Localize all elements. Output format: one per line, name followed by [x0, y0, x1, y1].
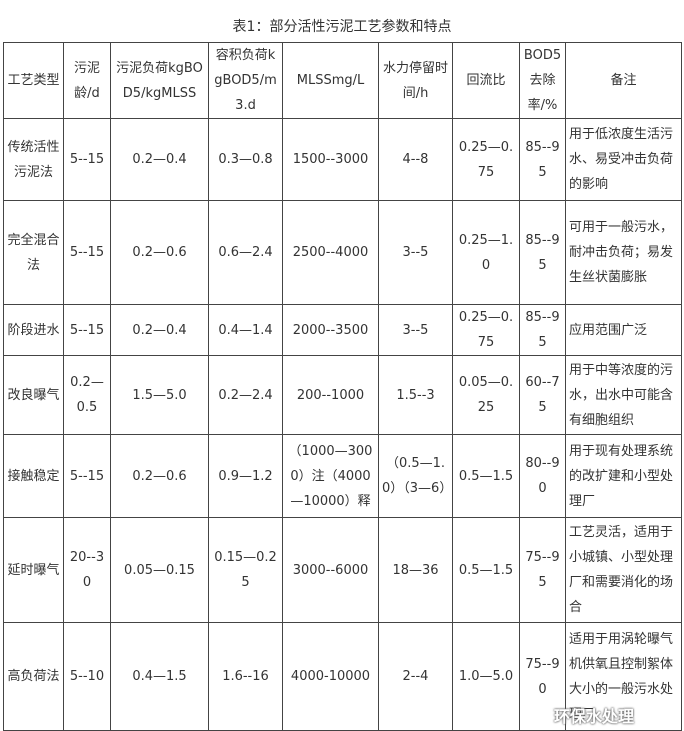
cell: 5--15	[63, 434, 111, 518]
cell: 高负荷法	[3, 622, 64, 731]
cell: 0.2—0.5	[63, 355, 111, 435]
cell: 适用于用涡轮曝气机供氧且控制絮体大小的一般污水处理厂	[565, 622, 682, 731]
cell: 可用于一般污水，耐冲击负荷；易发生丝状菌膨胀	[565, 200, 682, 305]
cell: 0.3—0.8	[208, 118, 283, 201]
cell: 5--10	[63, 622, 111, 731]
cell: 0.9—1.2	[208, 434, 283, 518]
cell: 60--75	[519, 355, 566, 435]
header-row: 工艺类型 污泥龄/d 污泥负荷kgBOD5/kgMLSS 容积负荷kgBOD5/m3.…	[3, 42, 682, 119]
cell: 完全混合法	[3, 200, 64, 305]
cell: 5--15	[63, 118, 111, 201]
cell: 2000--3500	[282, 304, 379, 356]
row: 阶段进水 5--15 0.2—0.4 0.4—1.4 2000--3500 3--5 0.2…	[3, 304, 682, 356]
cell: 改良曝气	[3, 355, 64, 435]
cell: 0.5—1.5	[452, 434, 520, 518]
row: 改良曝气 0.2—0.5 1.5—5.0 0.2—2.4 200--1000 1.5--3…	[3, 355, 682, 435]
cell: 2--4	[378, 622, 453, 731]
cell: 85--95	[519, 118, 566, 201]
table-body: 工艺类型 污泥龄/d 污泥负荷kgBOD5/kgMLSS 容积负荷kgBOD5/m3.…	[3, 42, 682, 731]
cell: 0.2—2.4	[208, 355, 283, 435]
cell: 3--5	[378, 200, 453, 305]
cell: 1.5--3	[378, 355, 453, 435]
cell: 0.25—0.75	[452, 304, 520, 356]
cell: 用于低浓度生活污水、易受冲击负荷的影响	[565, 118, 682, 201]
cell: 0.2—0.4	[110, 118, 209, 201]
cell: （0.5—1.0）（3—6）	[378, 434, 453, 518]
cell: 容积负荷kgBOD5/m3.d	[208, 42, 283, 119]
cell: 污泥龄/d	[63, 42, 111, 119]
cell: 传统活性污泥法	[3, 118, 64, 201]
cell: 0.05—0.25	[452, 355, 520, 435]
cell: 3000--6000	[282, 517, 379, 623]
cell: 2500--4000	[282, 200, 379, 305]
cell: 85--95	[519, 200, 566, 305]
cell: 延时曝气	[3, 517, 64, 623]
cell: 0.2—0.6	[110, 434, 209, 518]
cell: 85--95	[519, 304, 566, 356]
process-table: 工艺类型 污泥龄/d 污泥负荷kgBOD5/kgMLSS 容积负荷kgBOD5/m3.…	[3, 42, 682, 731]
cell: 0.25—0.75	[452, 118, 520, 201]
cell: 75--90	[519, 622, 566, 731]
cell: （1000—3000）注（4000—10000）释	[282, 434, 379, 518]
cell: 20--30	[63, 517, 111, 623]
cell: BOD5去除率/%	[519, 42, 566, 119]
cell: 75--95	[519, 517, 566, 623]
cell: 0.15—0.25	[208, 517, 283, 623]
table-title: 表1：部分活性污泥工艺参数和特点	[232, 19, 452, 35]
row: 高负荷法 5--10 0.4—1.5 1.6--16 4000-10000 2--4 1.0…	[3, 622, 682, 731]
cell: 备注	[565, 42, 682, 119]
cell: 0.6—2.4	[208, 200, 283, 305]
cell: 0.4—1.4	[208, 304, 283, 356]
cell: 80--90	[519, 434, 566, 518]
cell: 5--15	[63, 200, 111, 305]
cell: 18—36	[378, 517, 453, 623]
cell: 接触稳定	[3, 434, 64, 518]
cell: 0.2—0.4	[110, 304, 209, 356]
cell: 5--15	[63, 304, 111, 356]
cell: 1.6--16	[208, 622, 283, 731]
cell: 0.2—0.6	[110, 200, 209, 305]
cell: 0.4—1.5	[110, 622, 209, 731]
row: 延时曝气 20--30 0.05—0.15 0.15—0.25 3000--6000 18…	[3, 517, 682, 623]
cell: 污泥负荷kgBOD5/kgMLSS	[110, 42, 209, 119]
cell: 0.05—0.15	[110, 517, 209, 623]
cell: 工艺灵活，适用于小城镇、小型处理厂和需要消化的场合	[565, 517, 682, 623]
row: 完全混合法 5--15 0.2—0.6 0.6—2.4 2500--4000 3--5 0.…	[3, 200, 682, 305]
cell: 1.5—5.0	[110, 355, 209, 435]
row: 接触稳定 5--15 0.2—0.6 0.9—1.2 （1000—3000）注（4000…	[3, 434, 682, 518]
cell: 应用范围广泛	[565, 304, 682, 356]
cell: 回流比	[452, 42, 520, 119]
cell: 4000-10000	[282, 622, 379, 731]
cell: 阶段进水	[3, 304, 64, 356]
row: 传统活性污泥法 5--15 0.2—0.4 0.3—0.8 1500--3000 4--8…	[3, 118, 682, 201]
cell: 工艺类型	[3, 42, 64, 119]
cell: 4--8	[378, 118, 453, 201]
cell: 0.25—1.0	[452, 200, 520, 305]
cell: 水力停留时间/h	[378, 42, 453, 119]
cell: MLSSmg/L	[282, 42, 379, 119]
cell: 1.0—5.0	[452, 622, 520, 731]
cell: 3--5	[378, 304, 453, 356]
cell: 用于现有处理系统的改扩建和小型处理厂	[565, 434, 682, 518]
cell: 0.5—1.5	[452, 517, 520, 623]
cell: 1500--3000	[282, 118, 379, 201]
watermark: 环保水处理	[553, 707, 634, 726]
cell: 200--1000	[282, 355, 379, 435]
cell: 用于中等浓度的污水，出水中可能含有细胞组织	[565, 355, 682, 435]
